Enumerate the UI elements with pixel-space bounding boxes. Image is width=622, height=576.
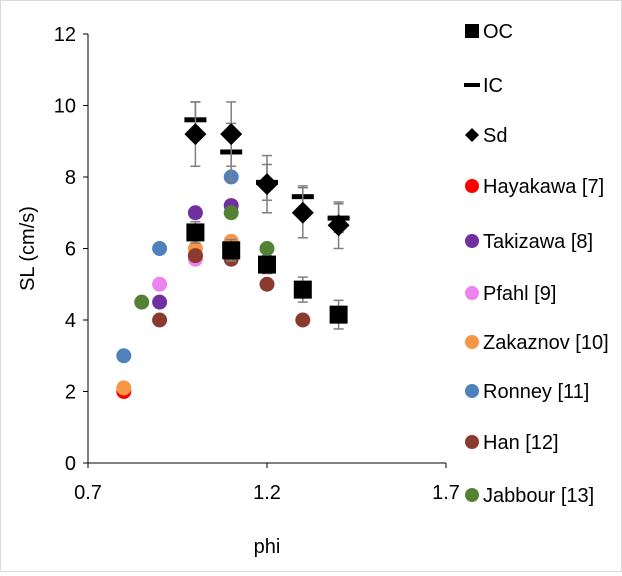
legend-item: Hayakawa [7] [465,176,604,198]
legend-item: Jabbour [13] [465,485,594,507]
legend-marker [465,488,479,502]
legend-item: Han [12] [465,432,559,454]
legend-marker [465,234,479,248]
legend-marker [465,435,479,449]
data-point [186,223,205,242]
legend-marker [465,179,479,193]
x-tick-label: 1.7 [432,482,460,504]
legend-label: Han [12] [483,432,559,454]
series-sd [184,101,350,250]
legend-label: Jabbour [13] [483,485,594,507]
data-point [152,241,168,256]
y-tick-label: 2 [65,382,76,404]
data-point [187,248,203,264]
legend-marker [465,384,479,398]
legend-marker [465,128,479,142]
legend-label: OC [483,21,513,43]
data-point [187,205,203,221]
data-point [259,276,275,292]
series-zakaznov-10 [116,233,239,396]
legend-label: IC [483,75,503,97]
data-point [329,305,348,324]
data-point [152,312,168,328]
data-point [116,348,132,364]
data-point [293,280,312,299]
legend-item: Sd [465,125,507,147]
y-tick-label: 4 [65,310,76,332]
data-point [184,123,207,146]
legend-item: IC [464,75,503,97]
legend-marker [464,83,480,87]
y-tick-label: 8 [65,167,76,189]
legend-label: Pfahl [9] [483,283,556,305]
legend-item: Pfahl [9] [465,283,556,305]
data-point [256,173,278,196]
legend-label: Takizawa [8] [483,231,593,253]
legend-label: Ronney [11] [483,381,589,403]
series-ronney-11 [116,169,311,364]
x-tick-label: 0.7 [74,482,102,504]
y-axis-title: SL (cm/s) [17,206,39,291]
legend-item: Zakaznov [10] [465,332,609,354]
data-point [295,312,311,328]
legend-label: Zakaznov [10] [483,332,609,354]
data-point [152,294,168,310]
x-tick-label: 1.2 [253,482,281,504]
series-hayakawa-7 [116,248,239,399]
legend-label: Hayakawa [7] [483,176,604,198]
data-point [327,214,350,237]
y-tick-label: 12 [54,24,76,46]
data-point [291,201,314,224]
data-point [222,241,241,260]
legend-item: Takizawa [8] [465,231,593,253]
legend-item: Ronney [11] [465,381,589,403]
legend-item: OC [465,21,513,43]
data-point [259,241,275,256]
y-tick-label: 6 [65,239,76,261]
y-tick-label: 0 [65,453,76,475]
data-point [223,205,239,221]
data-point [116,380,132,396]
legend-label: Sd [483,125,507,147]
x-axis-title: phi [254,536,281,558]
series-oc [186,220,348,330]
legend-marker [465,24,479,38]
data-point [152,276,168,292]
legend-marker [465,335,479,349]
y-tick-label: 10 [54,96,76,118]
data-point [258,255,276,274]
data-point [134,294,150,310]
legend-marker [465,286,479,300]
data-point [220,123,243,146]
